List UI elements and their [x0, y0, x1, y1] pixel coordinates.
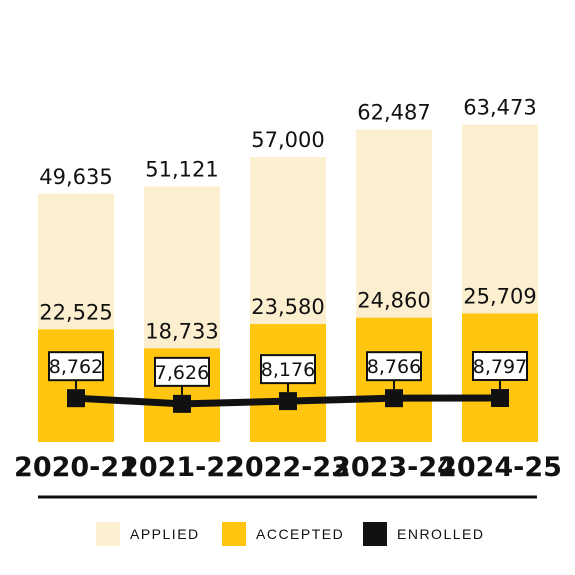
legend-swatch-accepted [222, 522, 246, 546]
enrolled-value-label: 8,766 [367, 356, 421, 378]
applied-value-label: 63,473 [463, 96, 536, 120]
legend-swatch-applied [96, 522, 120, 546]
applied-value-label: 49,635 [39, 165, 112, 189]
legend-label-accepted: ACCEPTED [256, 526, 345, 542]
applied-value-label: 51,121 [145, 157, 218, 181]
enrolled-value-label: 8,797 [473, 356, 527, 378]
accepted-value-label: 24,860 [357, 289, 430, 313]
x-tick-label: 2024-25 [438, 452, 562, 483]
legend-item-accepted: ACCEPTED [222, 516, 344, 552]
enrolled-value-label: 8,176 [261, 359, 315, 381]
applied-value-label: 57,000 [251, 128, 324, 152]
legend-label-enrolled: ENROLLED [397, 526, 485, 542]
x-tick-label: 2023-24 [332, 452, 456, 483]
enrolled-marker [67, 389, 85, 408]
enrolled-callout-box [472, 351, 528, 382]
legend-swatch-enrolled [363, 522, 387, 546]
enrolled-callout-box [154, 356, 210, 387]
enrolled-value-label: 7,626 [155, 362, 209, 384]
legend-label-applied: APPLIED [130, 526, 200, 542]
enrolled-callout-box [260, 354, 316, 385]
accepted-value-label: 18,733 [145, 319, 218, 343]
legend-item-applied: APPLIED [96, 516, 200, 552]
enrolled-callout-box [48, 351, 104, 382]
enrolled-marker [173, 394, 191, 413]
enrolled-marker [279, 392, 297, 411]
x-tick-label: 2020-21 [14, 452, 138, 483]
accepted-value-label: 25,709 [463, 284, 536, 308]
applied-value-label: 62,487 [357, 101, 430, 125]
accepted-value-label: 23,580 [251, 295, 324, 319]
enrolled-value-label: 8,762 [49, 356, 103, 378]
legend-item-enrolled: ENROLLED [363, 516, 484, 552]
x-tick-label: 2021-22 [120, 452, 244, 483]
enrolled-marker [385, 389, 403, 408]
accepted-value-label: 22,525 [39, 300, 112, 324]
x-tick-label: 2022-23 [226, 452, 350, 483]
legend: APPLIED ACCEPTED ENROLLED [0, 516, 575, 552]
enrolled-marker [491, 389, 509, 408]
